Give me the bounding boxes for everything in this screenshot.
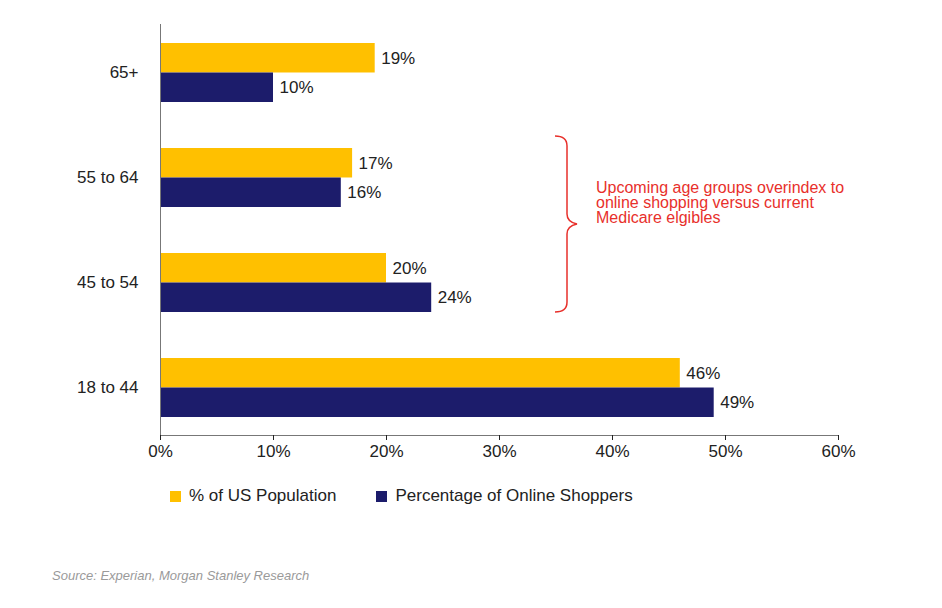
html-text:% of US Population: % of US Population <box>189 486 337 505</box>
svg-text:40%: 40% <box>595 442 629 461</box>
svg-text:60%: 60% <box>821 442 855 461</box>
svg-text:20%: 20% <box>369 442 403 461</box>
svg-text:49%: 49% <box>720 393 754 412</box>
svg-text:46%: 46% <box>686 364 720 383</box>
svg-text:0%: 0% <box>148 442 173 461</box>
html-text:Upcoming age groups overindex: Upcoming age groups overindex to online … <box>596 179 845 226</box>
svg-text:50%: 50% <box>708 442 742 461</box>
html-text:Percentage of Online Shoppers: Percentage of Online Shoppers <box>395 486 633 505</box>
svg-text:18 to 44: 18 to 44 <box>77 378 138 397</box>
svg-text:45 to 54: 45 to 54 <box>77 273 138 292</box>
svg-text:10%: 10% <box>256 442 290 461</box>
svg-text:10%: 10% <box>280 78 314 97</box>
svg-text:24%: 24% <box>438 288 472 307</box>
svg-text:55 to 64: 55 to 64 <box>77 168 138 187</box>
svg-text:19%: 19% <box>381 49 415 68</box>
svg-text:17%: 17% <box>359 154 393 173</box>
svg-text:20%: 20% <box>393 259 427 278</box>
svg-text:30%: 30% <box>482 442 516 461</box>
html-text:Source: Experian, Morgan Stanl: Source: Experian, Morgan Stanley Researc… <box>52 568 310 583</box>
svg-text:16%: 16% <box>347 183 381 202</box>
svg-text:65+: 65+ <box>110 63 139 82</box>
